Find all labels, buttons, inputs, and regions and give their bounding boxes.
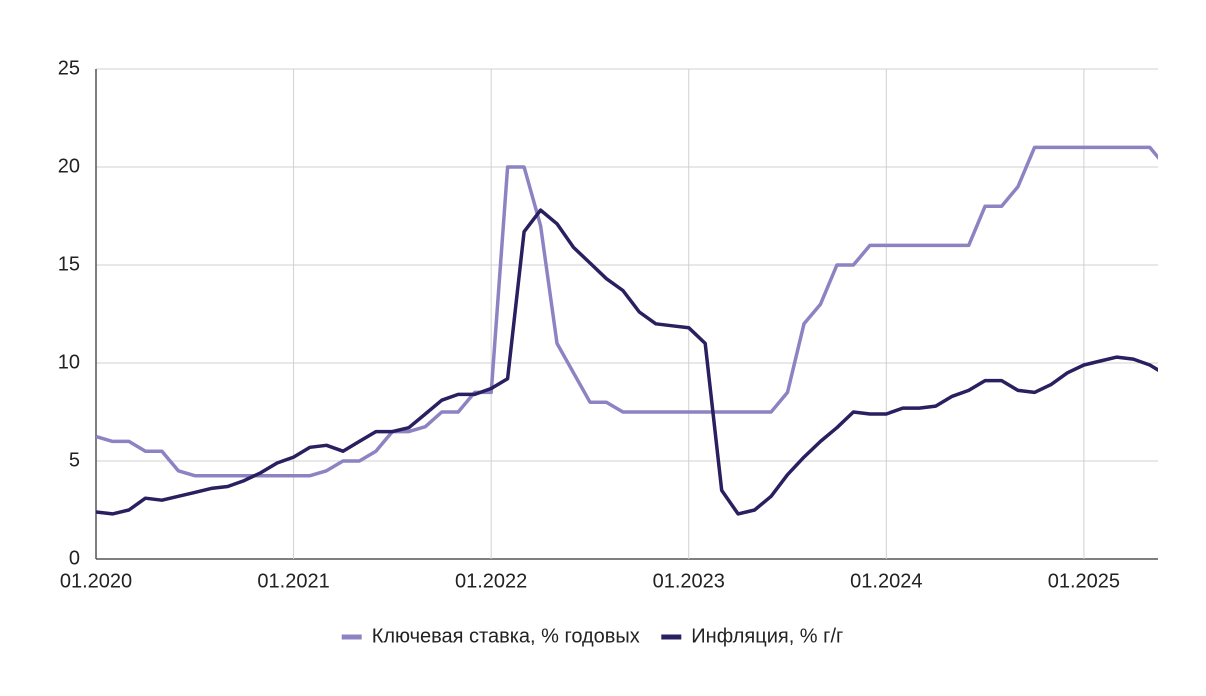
y-tick-label: 0 [69,547,80,569]
y-tick-label: 25 [58,57,80,79]
x-tick-label: 01.2022 [455,570,527,592]
x-tick-label: 01.2021 [257,570,329,592]
y-tick-label: 10 [58,351,80,373]
lines [96,145,1158,516]
legend-label: Ключевая ставка, % годовых [372,625,640,647]
series-line [96,145,1158,478]
series-line [96,208,1158,516]
x-tick-label: 01.2024 [850,570,922,592]
x-tick-label: 01.2023 [653,570,725,592]
x-tick-label: 01.2020 [60,570,132,592]
y-tick-label: 15 [58,253,80,275]
y-tick-label: 20 [58,155,80,177]
grid [95,68,1158,560]
x-tick-label: 01.2025 [1048,570,1120,592]
legend-label: Инфляция, % г/г [691,625,843,647]
y-tick-label: 5 [69,449,80,471]
